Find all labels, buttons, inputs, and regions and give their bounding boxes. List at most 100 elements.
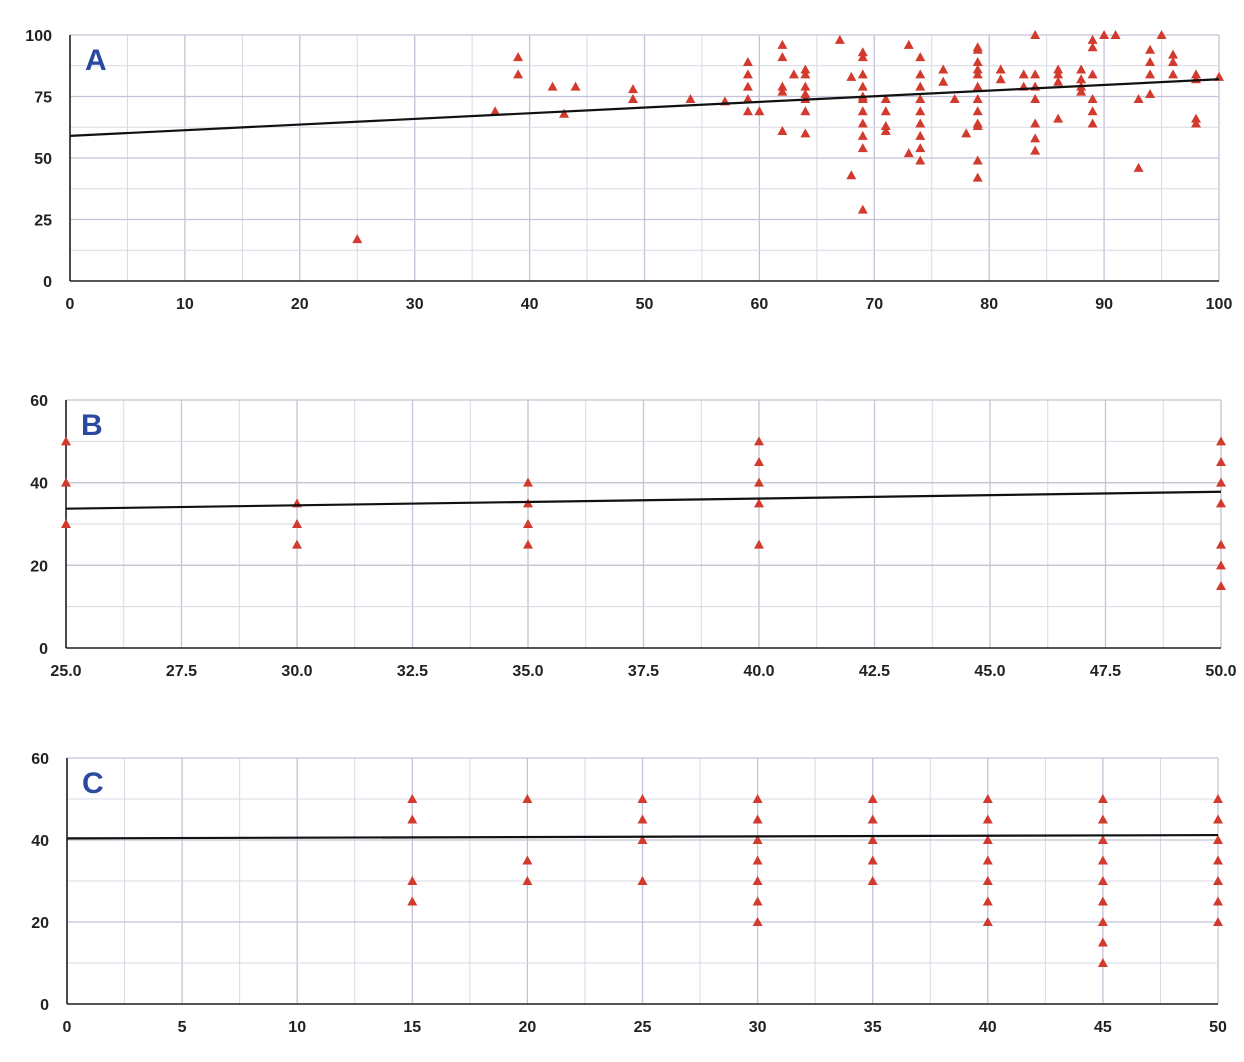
panel-a-data-point	[800, 69, 811, 79]
panel-c-data-point	[1097, 794, 1108, 803]
panel-a-data-point	[915, 93, 926, 103]
panel-c-data-point	[982, 814, 993, 824]
panel-a-data-point	[880, 106, 891, 116]
panel-a-x-tick-label: 40	[521, 296, 539, 313]
panel-c-data-point	[1213, 835, 1223, 844]
panel-a-data-point	[1030, 133, 1041, 143]
panel-b-x-tick-label: 32.5	[397, 663, 428, 680]
panel-a-data-point	[915, 106, 926, 116]
panel-a-data-point	[1099, 30, 1110, 39]
panel-a-data-point	[628, 84, 639, 94]
panel-a-data-point	[1087, 118, 1098, 128]
panel-a-x-tick-label: 60	[751, 296, 769, 313]
panel-a-data-point	[972, 57, 983, 67]
panel-a-data-point	[915, 118, 926, 128]
panel-c-data-point	[867, 835, 878, 844]
panel-c-y-tick-label: 0	[40, 997, 49, 1014]
panel-c-data-point	[407, 896, 418, 906]
panel-c-trend-line	[66, 833, 1219, 840]
panel-a-data-point	[903, 148, 914, 158]
panel-b-data-point	[61, 436, 71, 446]
panel-a-data-point	[1110, 30, 1121, 39]
panel-b-data-point	[1216, 539, 1226, 549]
panel-c-x-tick-label: 0	[63, 1019, 72, 1036]
panel-b-data-point	[754, 498, 764, 508]
panel-c-data-point	[752, 896, 763, 906]
panel-c-x-tick-label: 10	[288, 1019, 306, 1036]
panel-a-data-point	[490, 106, 501, 116]
panel-c: 0 5 10 15 20 25 30 35 40 45 50 0 20 40 60 C	[31, 751, 1227, 1036]
panel-a-y-tick-label: 50	[34, 151, 52, 168]
panel-a-data-point	[915, 52, 926, 62]
panel-b-x-tick-label: 40.0	[743, 663, 774, 680]
panel-b-y-tick-label: 60	[30, 393, 48, 410]
panel-c-x-tick-label: 20	[519, 1019, 537, 1036]
panel-a-data-point	[742, 69, 753, 79]
panel-a-data-point	[800, 128, 811, 138]
panel-a-data-point	[915, 155, 926, 165]
panel-c-x-tick-label: 35	[864, 1019, 882, 1036]
panel-b-data-point	[292, 519, 302, 528]
panel-c-data-point	[752, 855, 763, 865]
panel-a-data-point	[1076, 74, 1087, 84]
panel-a-data-point	[1168, 49, 1179, 59]
panel-b-x-tick-label: 50.0	[1205, 663, 1236, 680]
panel-a-data-point	[972, 69, 983, 79]
panel-a-data-point	[1087, 34, 1098, 44]
panel-a-data-point	[777, 52, 788, 62]
panel-a-data-point	[1076, 86, 1087, 96]
panel-b-y-tick-label: 20	[30, 558, 48, 575]
panel-a-data-point	[972, 155, 983, 165]
panel-a-data-point	[777, 81, 788, 91]
panel-c-data-point	[982, 917, 993, 926]
panel-a-data-point	[1191, 69, 1202, 79]
panel-a-data-point	[1087, 42, 1098, 52]
panel-b-x-tick-label: 47.5	[1090, 663, 1121, 680]
panel-c-data-point	[1097, 958, 1108, 967]
panel-c-data-point	[982, 855, 993, 865]
panel-c-data-point	[752, 917, 763, 926]
panel-a-x-tick-label: 0	[66, 296, 75, 313]
panel-c-data-point	[982, 896, 993, 906]
panel-c-data-point	[1213, 814, 1223, 824]
panel-a-data-point	[777, 39, 788, 49]
panel-a-data-point	[1087, 69, 1098, 79]
panel-c-data-point	[522, 794, 533, 803]
panel-a-data-point	[1145, 89, 1156, 99]
panel-c-data-point	[752, 876, 763, 885]
panel-a-y-tick-label: 0	[43, 274, 52, 291]
panel-a-data-point	[742, 81, 753, 91]
panel-a-data-point	[742, 93, 753, 103]
panel-a-x-tick-label: 70	[865, 296, 883, 313]
panel-a-y-tick-label: 25	[34, 213, 52, 230]
panel-c-data-point	[1213, 876, 1223, 885]
panel-a-data-point	[1030, 145, 1041, 155]
panel-b-data-point	[523, 539, 533, 549]
panel-b-data-point	[292, 539, 302, 549]
panel-c-data-point	[407, 814, 418, 824]
panel-c-data-point	[1213, 855, 1223, 865]
panel-a-data-point	[915, 81, 926, 91]
panel-a-data-point	[1156, 30, 1167, 39]
panel-b-x-tick-label: 42.5	[859, 663, 890, 680]
panel-a-data-point	[972, 93, 983, 103]
panel-c-x-tick-label: 15	[403, 1019, 421, 1036]
panel-c-data-point	[522, 855, 533, 865]
panel-a-data-point	[1053, 113, 1064, 123]
panel-c-data-point	[1213, 896, 1223, 906]
panel-c-data-point	[637, 794, 648, 803]
panel-b-data-point	[523, 477, 533, 487]
panel-a-data-point	[1145, 69, 1156, 79]
panel-a-data-point	[857, 52, 868, 62]
panel-c-data-point	[982, 876, 993, 885]
panel-b-data-point	[1216, 457, 1226, 466]
panel-b-data-point	[1216, 560, 1226, 570]
panel-a-data-point	[972, 121, 983, 131]
panel-a-data-point	[1145, 44, 1156, 54]
panel-c-data-point	[637, 876, 648, 885]
panel-a-data-point	[972, 44, 983, 54]
panel-a-data-point	[857, 106, 868, 116]
panel-b-data-point	[1216, 498, 1226, 508]
panel-a-data-point	[1030, 69, 1041, 79]
